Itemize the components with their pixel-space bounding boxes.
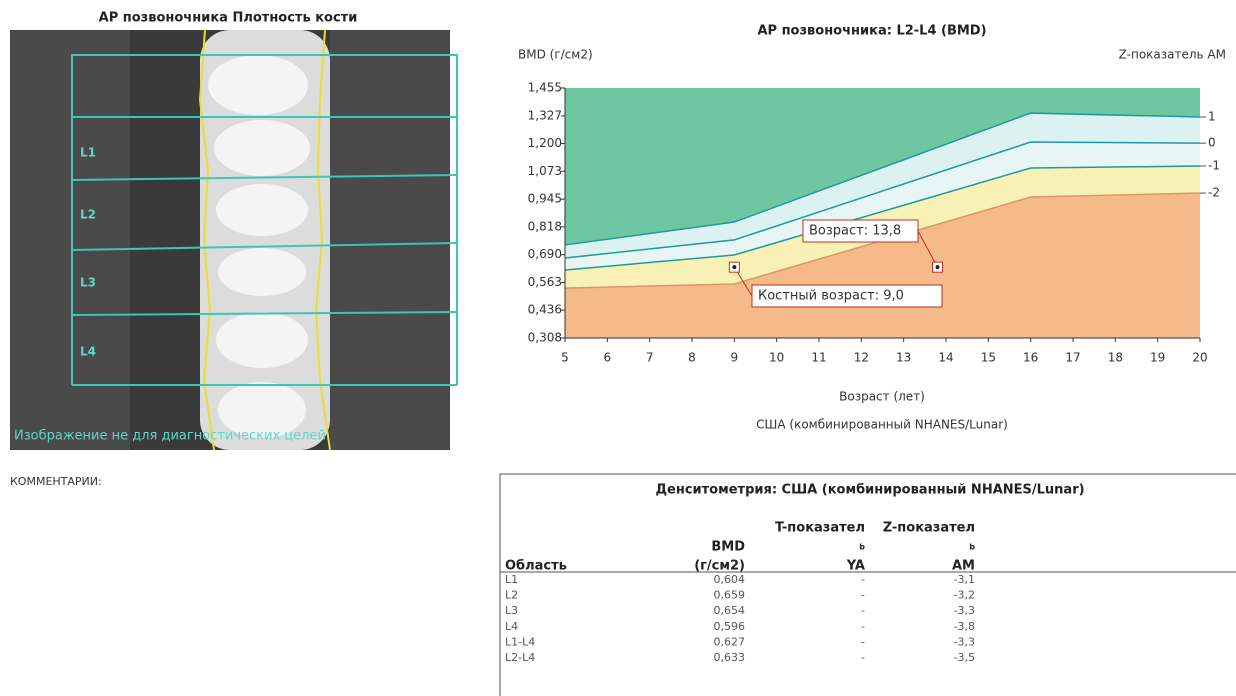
series-label: 1	[1208, 109, 1216, 123]
table-cell: -	[861, 589, 865, 602]
vertebra-label: L3	[80, 276, 96, 290]
table-cell: -3,5	[954, 651, 975, 664]
column-header: YA	[846, 559, 865, 574]
column-header: (г/см2)	[694, 559, 745, 574]
series-label: -1	[1208, 159, 1220, 173]
x-tick-label: 8	[688, 351, 696, 365]
table-cell: -3,3	[954, 604, 975, 617]
column-header: Область	[505, 559, 567, 574]
chart-title: AP позвоночника: L2-L4 (BMD)	[757, 24, 986, 39]
series-label: -2	[1208, 186, 1220, 200]
xray-image: AP позвоночника Плотность кости L1 L2 L3…	[10, 11, 457, 451]
y-tick-label: 0,690	[528, 247, 562, 261]
y-tick-label: 0,436	[528, 303, 562, 317]
column-header: BMD	[711, 540, 745, 555]
x-tick-label: 17	[1065, 351, 1080, 365]
table-cell: L1-L4	[505, 635, 535, 648]
image-caption: Изображение не для диагностических целей	[14, 429, 326, 444]
y-tick-label: 1,073	[528, 164, 562, 178]
table-title: Денситометрия: США (комбинированный NHAN…	[655, 483, 1084, 498]
table-cell: 0,596	[714, 620, 746, 633]
x-tick-label: 16	[1023, 351, 1038, 365]
column-header: Z-показател	[883, 521, 975, 536]
table-cell: -3,8	[954, 620, 975, 633]
point-dot	[936, 265, 940, 269]
column-header: T-показател	[775, 521, 865, 536]
table-cell: -	[861, 635, 865, 648]
y-tick-label: 0,818	[528, 219, 562, 233]
table-cell: -	[861, 604, 865, 617]
column-header: AM	[952, 559, 975, 574]
column-header: b	[969, 543, 975, 552]
table-cell: -3,1	[954, 573, 975, 586]
point-dot	[732, 265, 736, 269]
table-cell: 0,627	[714, 635, 746, 648]
table-cell: L2-L4	[505, 651, 535, 664]
table-cell: 0,604	[714, 573, 746, 586]
table-cell: 0,633	[714, 651, 746, 664]
vertebra-label: L1	[80, 146, 96, 160]
annotation: Костный возраст: 9,0	[758, 289, 904, 304]
x-tick-label: 18	[1108, 351, 1123, 365]
table-cell: 0,654	[714, 604, 746, 617]
table-cell: -	[861, 573, 865, 586]
x-tick-label: 13	[896, 351, 911, 365]
image-title: AP позвоночника Плотность кости	[99, 11, 358, 26]
comments-label: КОММЕНТАРИИ:	[10, 475, 102, 488]
x-tick-label: 11	[811, 351, 826, 365]
x-tick-label: 7	[646, 351, 654, 365]
y-tick-label: 1,200	[528, 136, 562, 150]
y-axis-label: BMD (г/см2)	[518, 48, 593, 62]
x-tick-label: 15	[981, 351, 996, 365]
table: Денситометрия: США (комбинированный NHAN…	[500, 474, 1236, 696]
x-axis-label: Возраст (лет)	[839, 390, 925, 404]
table-cell: L1	[505, 573, 518, 586]
x-tick-label: 14	[938, 351, 953, 365]
x-tick-label: 9	[731, 351, 739, 365]
table-cell: -	[861, 651, 865, 664]
report: AP позвоночника Плотность кости L1 L2 L3…	[0, 0, 1236, 696]
x-tick-label: 19	[1150, 351, 1165, 365]
y-tick-label: 0,308	[528, 331, 562, 345]
table-cell: L4	[505, 620, 518, 633]
table-cell: L3	[505, 604, 518, 617]
vertebra-label: L2	[80, 208, 96, 222]
x-tick-label: 10	[769, 351, 784, 365]
y2-axis-label: Z-показатель AM	[1119, 48, 1226, 62]
x-tick-label: 6	[604, 351, 612, 365]
table-cell: L2	[505, 589, 518, 602]
y-tick-label: 0,563	[528, 275, 562, 289]
x-tick-label: 20	[1192, 351, 1207, 365]
column-header: b	[859, 543, 865, 552]
series-label: 0	[1208, 136, 1216, 150]
table-cell: 0,659	[714, 589, 746, 602]
y-tick-label: 1,455	[528, 81, 562, 95]
y-tick-label: 0,945	[528, 192, 562, 206]
chart-subtitle: США (комбинированный NHANES/Lunar)	[756, 418, 1008, 432]
x-tick-label: 12	[854, 351, 869, 365]
y-tick-label: 1,327	[528, 108, 562, 122]
table-cell: -	[861, 620, 865, 633]
vertebra-label: L4	[80, 345, 96, 359]
annotation: Возраст: 13,8	[809, 224, 901, 239]
x-tick-label: 5	[561, 351, 569, 365]
table-cell: -3,3	[954, 635, 975, 648]
table-cell: -3,2	[954, 589, 975, 602]
